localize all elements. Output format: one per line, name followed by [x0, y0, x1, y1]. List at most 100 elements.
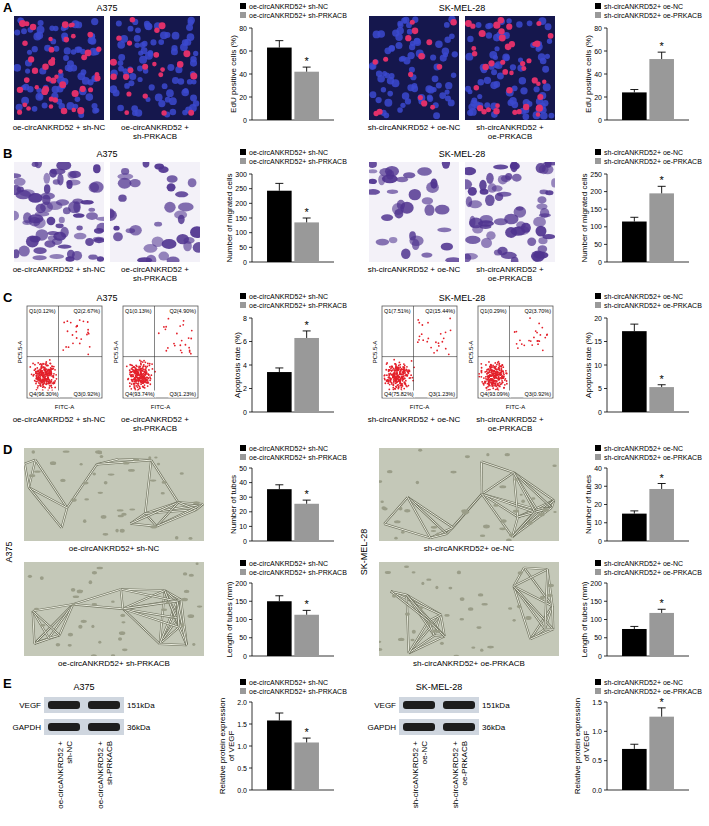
edu-cell [49, 47, 55, 53]
event [138, 381, 140, 383]
nucleus [392, 29, 399, 36]
migrated-cell [465, 167, 476, 175]
event [491, 383, 493, 385]
event [386, 380, 388, 382]
micrograph [369, 162, 459, 262]
migrated-cell [73, 213, 85, 218]
event [404, 377, 406, 379]
event [441, 341, 443, 343]
flow-plot: Q1(0.12%)Q2(2.67%)Q3(0.92%)Q4(96.30%)PC5… [17, 306, 102, 410]
micrograph [465, 162, 555, 262]
event [127, 378, 129, 380]
micrograph [110, 162, 200, 262]
migrated-cell [33, 247, 46, 254]
nucleus [527, 21, 533, 27]
event [147, 373, 149, 375]
bar [267, 372, 292, 412]
bars [267, 331, 319, 412]
legend-label: oe-circANKRD52+ sh-PRKACB [249, 158, 347, 165]
event [179, 325, 181, 327]
edu-cell [495, 103, 500, 108]
event [140, 370, 142, 372]
cell-line: A375 [96, 3, 117, 13]
migrated-cell [494, 218, 508, 225]
event [142, 386, 144, 388]
edu-cell [498, 17, 505, 24]
event [495, 385, 497, 387]
nucleus [53, 46, 59, 52]
y-tick [249, 232, 252, 233]
event [485, 364, 487, 366]
edu-cell [177, 61, 184, 68]
event [394, 380, 396, 382]
edu-cell [190, 72, 197, 79]
event [141, 373, 143, 375]
event [136, 376, 138, 378]
nucleus [135, 42, 141, 48]
event [134, 366, 136, 368]
event [407, 371, 409, 373]
nucleus [403, 57, 410, 64]
event [158, 332, 160, 334]
event [491, 370, 493, 372]
event [190, 338, 192, 340]
label-patch [124, 391, 156, 398]
event [399, 384, 401, 386]
event [136, 376, 138, 378]
nucleus [433, 112, 440, 119]
nucleus [436, 83, 442, 89]
nucleus [75, 96, 81, 102]
nucleus [510, 64, 516, 70]
event [189, 351, 191, 353]
event [484, 381, 486, 383]
event [176, 333, 178, 335]
event [490, 378, 492, 380]
migrated-cell [137, 257, 152, 262]
event [503, 374, 505, 376]
event [65, 346, 67, 348]
error-bar [658, 186, 666, 193]
caption: oe-circANKRD52 +sh-PRKACB [121, 415, 189, 433]
event [399, 364, 401, 366]
migrated-cell [465, 179, 472, 189]
event [481, 372, 483, 374]
migrated-cell [86, 212, 98, 220]
event [445, 331, 447, 333]
event [399, 380, 401, 382]
migrated-cell [113, 226, 119, 231]
migrated-cell [505, 173, 512, 180]
event [438, 342, 440, 344]
event [185, 344, 187, 346]
gate [58, 306, 59, 398]
nucleus [186, 24, 193, 31]
event [489, 380, 491, 382]
nucleus [449, 33, 455, 39]
event [173, 343, 175, 345]
migrated-cell [381, 214, 393, 221]
event [36, 375, 38, 377]
event [399, 382, 401, 384]
nucleus [389, 45, 395, 51]
event [390, 365, 392, 367]
migrated-cell [465, 236, 480, 244]
nucleus [14, 64, 21, 72]
nucleus [401, 18, 407, 24]
edu-cell [77, 107, 84, 114]
nucleus [432, 75, 439, 82]
bar-chart: sh-circANKRD52+ oe-NCsh-circANKRD52+ oe-… [580, 149, 702, 266]
label-patch [424, 308, 456, 315]
event [134, 383, 136, 385]
micrograph-ground [369, 16, 459, 120]
event [392, 369, 394, 371]
event [189, 350, 191, 352]
y-tick [249, 341, 252, 342]
migrated-cell [441, 243, 453, 251]
legend-swatch [595, 3, 601, 9]
nucleus [467, 89, 472, 94]
event [50, 367, 52, 369]
event [134, 373, 136, 375]
migrated-cell [417, 167, 432, 176]
event [386, 374, 388, 376]
edu-cell [17, 110, 22, 115]
nucleus [52, 86, 60, 94]
